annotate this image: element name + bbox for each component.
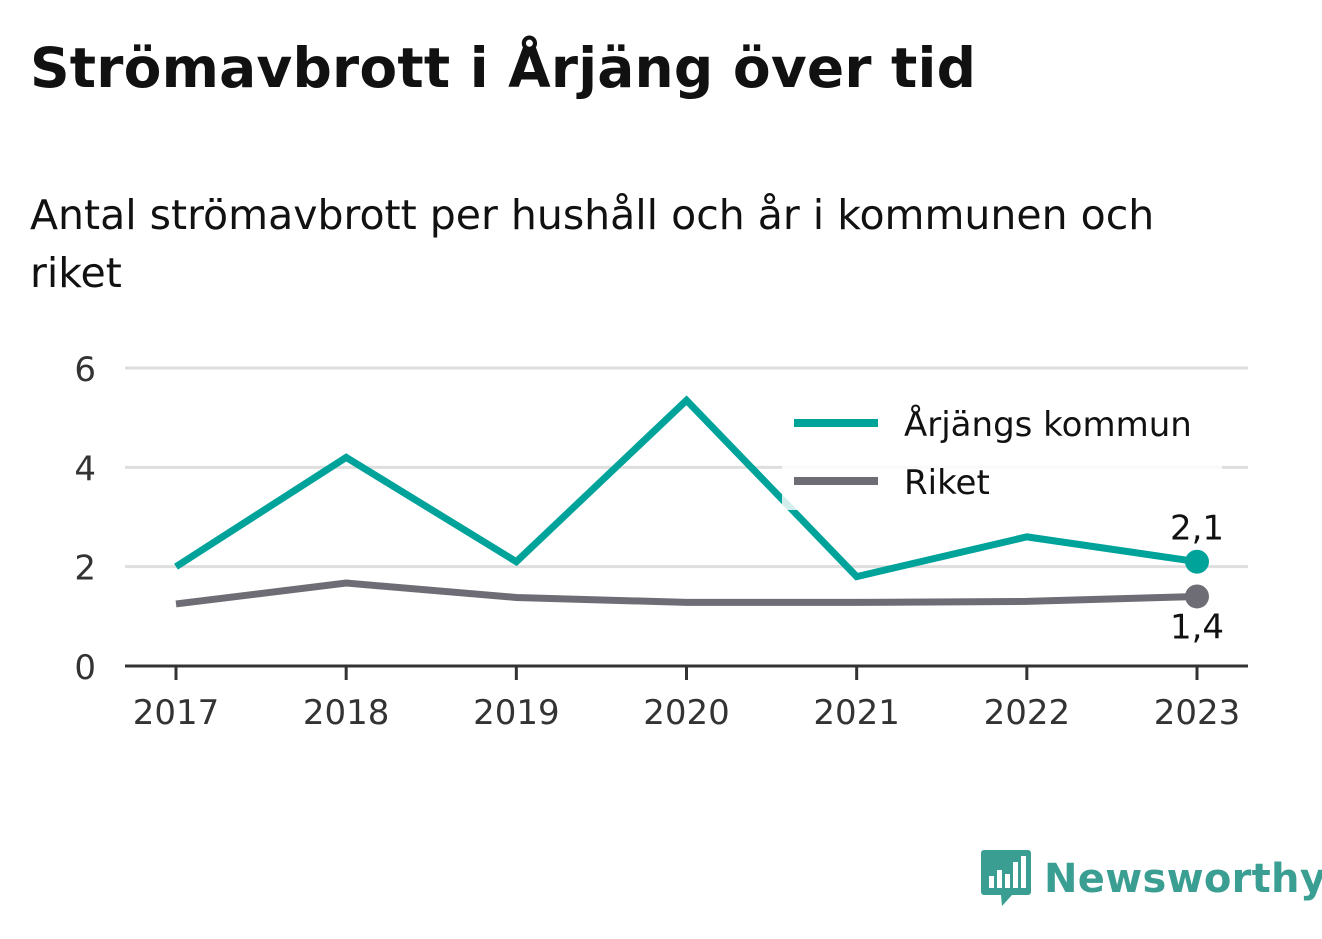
brand-name: Newsworthy	[1044, 856, 1322, 902]
bar-chart-speech-bubble-icon	[981, 850, 1031, 906]
axes: 0 2 4 6 2017 2018 2019 2020 2021 2022 2023	[74, 350, 1248, 733]
end-marker	[1185, 584, 1209, 609]
end-value-label: 2,1	[1170, 509, 1224, 549]
chart-subtitle: Antal strömavbrott per hushåll och år i …	[30, 191, 1155, 297]
x-tick-label: 2021	[813, 693, 900, 733]
x-tick-label: 2023	[1154, 693, 1241, 733]
legend: Årjängs kommun Riket	[782, 392, 1222, 510]
series-line-1	[175, 579, 1198, 608]
x-tick-label: 2022	[984, 693, 1071, 733]
series-line-0	[174, 395, 1198, 581]
end-labels: 2,1 1,4	[1170, 509, 1224, 648]
chart-title: Strömavbrott i Årjäng över tid	[30, 36, 977, 100]
newsworthy-logo: Newsworthy	[980, 848, 1322, 910]
y-tick-label: 2	[74, 549, 96, 589]
legend-label: Årjängs kommun	[904, 404, 1192, 445]
end-marker	[1185, 549, 1209, 574]
legend-label: Riket	[904, 463, 990, 503]
y-tick-label: 6	[74, 350, 96, 390]
y-tick-label: 0	[74, 648, 96, 688]
x-tick-label: 2019	[473, 693, 560, 733]
series-lines	[174, 395, 1198, 608]
end-value-label: 1,4	[1170, 607, 1224, 647]
x-tick-label: 2018	[303, 693, 390, 733]
y-tick-label: 4	[74, 449, 96, 489]
x-tick-label: 2020	[643, 693, 730, 733]
legend-background	[782, 392, 1222, 510]
x-tick-label: 2017	[133, 693, 220, 733]
